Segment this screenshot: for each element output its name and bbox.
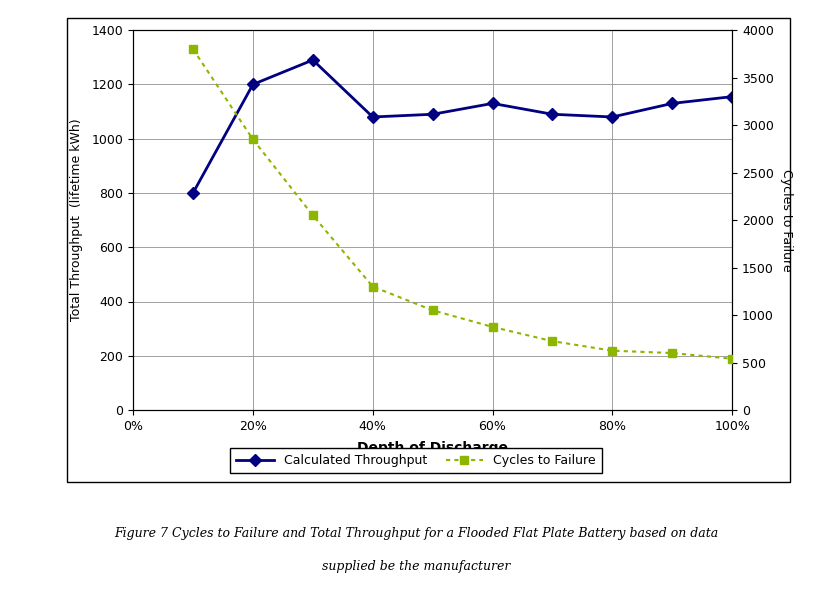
Text: Figure 7 Cycles to Failure and Total Throughput for a Flooded Flat Plate Battery: Figure 7 Cycles to Failure and Total Thr… — [114, 527, 718, 540]
Cycles to Failure — [547, 338, 557, 345]
Cycles to Failure — [428, 307, 438, 314]
Text: supplied be the manufacturer: supplied be the manufacturer — [322, 560, 510, 573]
Calculated Throughput — [488, 99, 498, 107]
Line: Cycles to Failure: Cycles to Failure — [189, 45, 736, 363]
Cycles to Failure — [727, 355, 737, 362]
Cycles to Failure — [488, 323, 498, 330]
Cycles to Failure — [368, 283, 378, 290]
Cycles to Failure — [308, 212, 318, 219]
Calculated Throughput — [248, 81, 258, 88]
Calculated Throughput — [368, 113, 378, 121]
Cycles to Failure — [607, 347, 617, 355]
Legend: Calculated Throughput, Cycles to Failure: Calculated Throughput, Cycles to Failure — [230, 447, 602, 473]
Calculated Throughput — [188, 189, 198, 197]
Cycles to Failure — [667, 349, 677, 356]
X-axis label: Depth of Discharge: Depth of Discharge — [357, 441, 508, 455]
Calculated Throughput — [667, 99, 677, 107]
Y-axis label: Cycles to Failure: Cycles to Failure — [780, 169, 793, 271]
Calculated Throughput — [428, 111, 438, 118]
Cycles to Failure — [188, 46, 198, 53]
Calculated Throughput — [308, 57, 318, 64]
Line: Calculated Throughput: Calculated Throughput — [189, 56, 736, 197]
Cycles to Failure — [248, 136, 258, 143]
Calculated Throughput — [607, 113, 617, 121]
Calculated Throughput — [727, 93, 737, 100]
Y-axis label: Total Throughput  (lifetime kWh): Total Throughput (lifetime kWh) — [70, 119, 83, 321]
Calculated Throughput — [547, 111, 557, 118]
